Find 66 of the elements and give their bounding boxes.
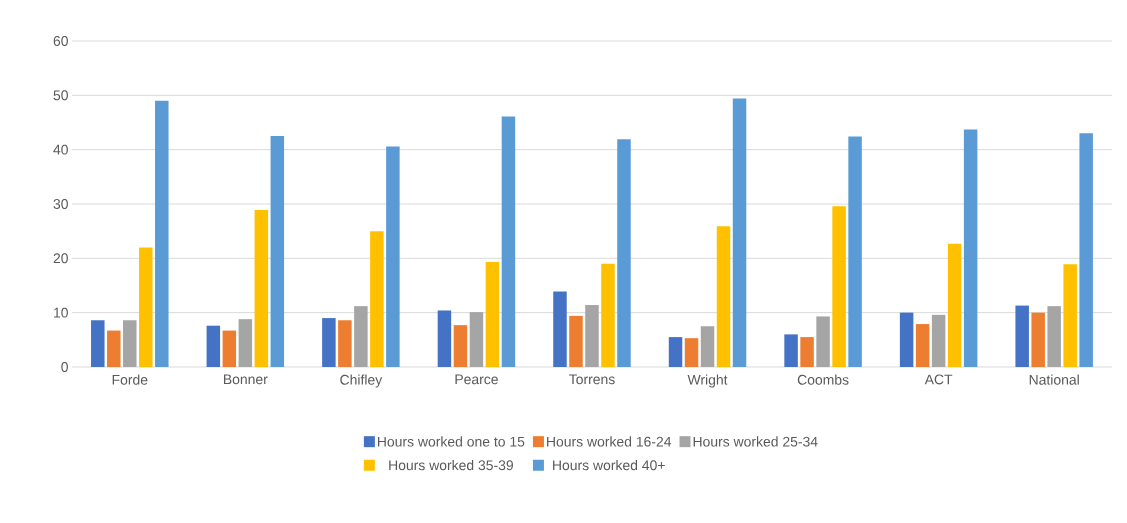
bar — [700, 326, 715, 367]
bar — [1015, 305, 1029, 367]
x-tick-label: National — [1029, 374, 1079, 385]
x-tick-label: Torrens — [569, 374, 615, 385]
bar — [270, 136, 285, 367]
bar — [732, 98, 747, 367]
bar — [784, 334, 798, 367]
bar — [453, 325, 468, 367]
bar — [553, 291, 567, 367]
bar — [816, 316, 830, 367]
bar — [386, 146, 400, 367]
bar — [585, 305, 599, 367]
bar — [322, 318, 336, 367]
bar — [1047, 306, 1061, 367]
bar — [338, 320, 352, 367]
y-tick-label: 0 — [61, 362, 68, 372]
bar — [947, 243, 962, 367]
bar — [716, 226, 731, 367]
bar — [485, 262, 500, 367]
x-tick-label: Pearce — [455, 374, 498, 385]
bar — [107, 330, 121, 367]
bar — [800, 337, 814, 367]
bar — [238, 319, 253, 367]
bar — [617, 139, 631, 367]
bar — [370, 231, 384, 367]
y-tick-label: 50 — [53, 90, 68, 101]
bar — [354, 306, 368, 367]
bar — [437, 310, 452, 367]
x-tick-label: ACT — [924, 374, 953, 385]
y-tick-label: 60 — [53, 36, 68, 46]
y-tick-label: 20 — [53, 253, 68, 264]
legend-label: Hours worked one to 15 — [378, 436, 525, 447]
bar — [963, 129, 978, 367]
bar — [1063, 264, 1077, 367]
bar — [832, 206, 846, 367]
bar — [155, 100, 169, 367]
bar — [899, 312, 914, 367]
bar — [848, 136, 862, 367]
bar — [1079, 133, 1093, 367]
y-tick-label: 40 — [53, 144, 68, 155]
bar — [668, 337, 683, 367]
legend-label: Hours worked 35-39 — [389, 459, 513, 471]
bar — [469, 312, 484, 367]
x-tick-label: Forde — [112, 374, 148, 385]
bar — [123, 320, 137, 367]
bar — [1031, 312, 1045, 367]
y-tick-label: 30 — [53, 199, 68, 209]
bar — [569, 315, 583, 367]
x-tick-label: Coombs — [797, 374, 849, 385]
x-tick-label: Bonner — [223, 374, 268, 385]
bar — [254, 209, 269, 367]
bar — [501, 116, 516, 367]
bar — [206, 325, 221, 367]
bar — [91, 320, 105, 367]
x-tick-label: Wright — [687, 374, 728, 388]
bar — [222, 330, 237, 367]
bar — [139, 247, 153, 367]
bar — [915, 324, 930, 367]
legend-label: Hours worked 25-34 — [693, 436, 818, 447]
bar — [601, 263, 615, 367]
x-tick-label: Chifley — [340, 374, 383, 388]
bar — [931, 314, 946, 367]
y-tick-label: 10 — [54, 307, 68, 318]
bar — [684, 338, 699, 367]
legend-label: Hours worked 16-24 — [547, 436, 672, 447]
legend-label: Hours worked 40+ — [553, 459, 665, 471]
